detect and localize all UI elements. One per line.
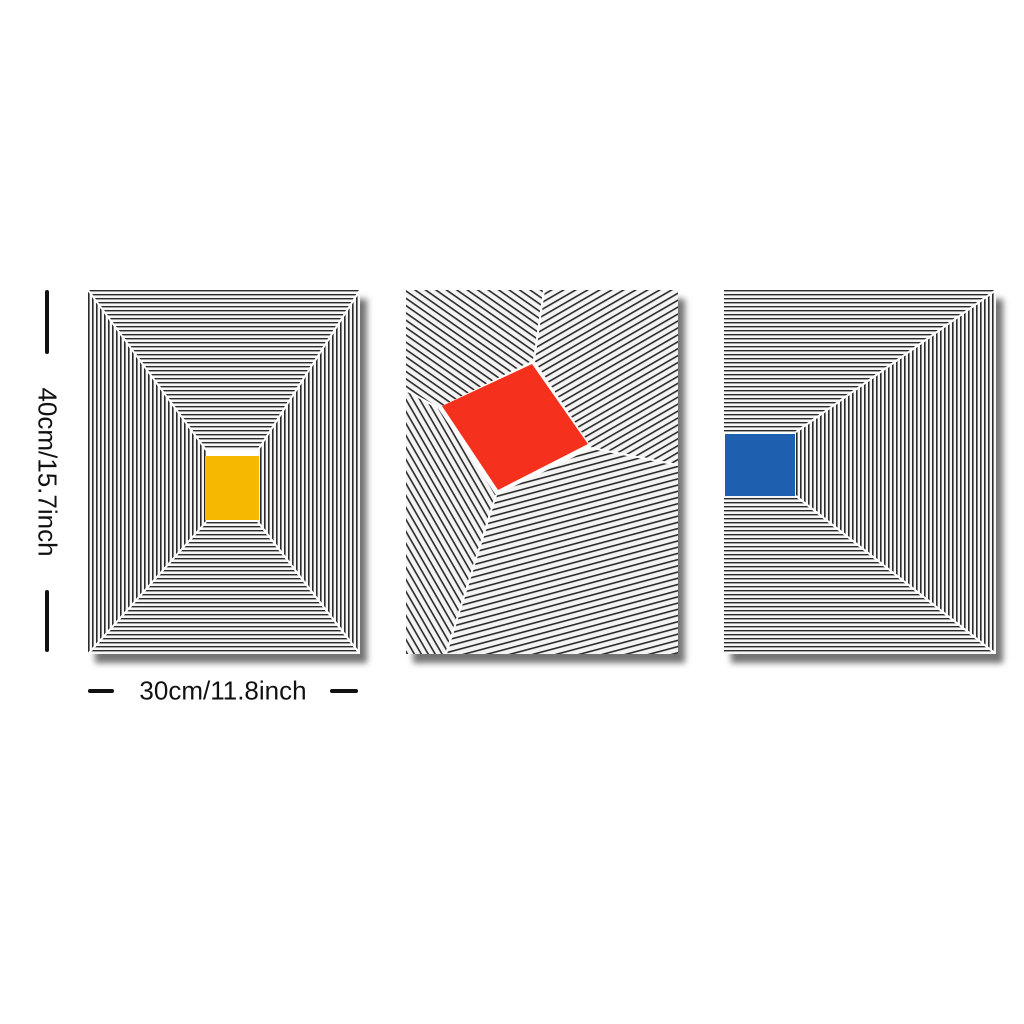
right-wall-plane (796, 290, 996, 654)
blue-square (725, 434, 795, 496)
floor-plane (724, 496, 996, 654)
red-square (442, 364, 588, 490)
height-dimension-top-bar (45, 290, 49, 354)
ceiling-plane (88, 290, 360, 450)
yellow-square (205, 456, 259, 520)
art-panel-red-drawing (406, 290, 678, 654)
height-dimension-bottom-bar (45, 590, 49, 652)
top-right-plane (534, 290, 678, 465)
width-dimension-right-bar (330, 689, 358, 693)
left-plane (406, 390, 496, 654)
top-left-plane (406, 290, 544, 408)
left-wall-plane (88, 290, 206, 654)
width-dimension-label: 30cm/11.8inch (139, 675, 307, 706)
art-panel-yellow (88, 290, 360, 654)
art-panel-red (406, 290, 678, 654)
art-panel-yellow-drawing (88, 290, 360, 654)
art-panel-blue-drawing (724, 290, 996, 654)
bottom-right-plane (446, 448, 678, 654)
right-wall-plane (258, 290, 360, 654)
height-dimension-label: 40cm/15.7inch (32, 387, 63, 557)
width-dimension-left-bar (88, 689, 114, 693)
floor-plane (88, 522, 360, 654)
ceiling-plane (724, 290, 996, 432)
art-panel-blue (724, 290, 996, 654)
